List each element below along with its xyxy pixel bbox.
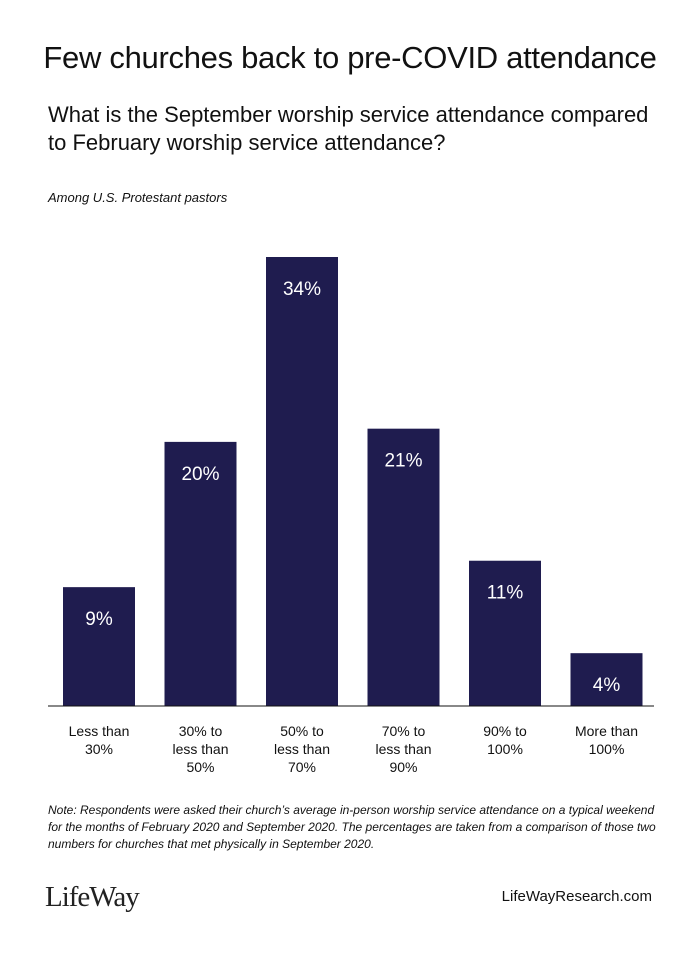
chart-subtitle: What is the September worship service at… xyxy=(48,102,649,155)
bar-5 xyxy=(469,560,541,706)
bar-value-label: 4% xyxy=(593,675,621,696)
x-tick-label: 90% to 100% xyxy=(483,723,527,757)
bar-value-label: 9% xyxy=(85,609,113,630)
x-tick-label: Less than 30% xyxy=(68,723,130,757)
x-tick-label: More than 100% xyxy=(574,723,639,757)
population-note: Among U.S. Protestant pastors xyxy=(48,190,228,205)
bar-3 xyxy=(266,257,338,706)
bar-4 xyxy=(367,428,440,706)
bar-value-label: 21% xyxy=(384,451,422,472)
website-link[interactable]: LifeWayResearch.com xyxy=(501,888,652,905)
footnote: Note: Respondents were asked their churc… xyxy=(48,803,656,851)
bar-value-label: 20% xyxy=(181,464,219,485)
bar-value-label: 11% xyxy=(487,583,524,604)
x-tick-label: 30% to less than 50% xyxy=(172,723,229,775)
chart-title: Few churches back to pre-COVID attendanc… xyxy=(43,40,657,75)
x-tick-label: 50% to less than 70% xyxy=(273,723,331,775)
bar-2 xyxy=(164,441,237,706)
lifeway-logo: LifeWay xyxy=(45,881,140,913)
x-tick-label: 70% to less than 90% xyxy=(375,723,432,775)
bar-6 xyxy=(570,653,643,706)
bar-1 xyxy=(63,587,135,706)
bar-value-label: 34% xyxy=(283,279,321,300)
